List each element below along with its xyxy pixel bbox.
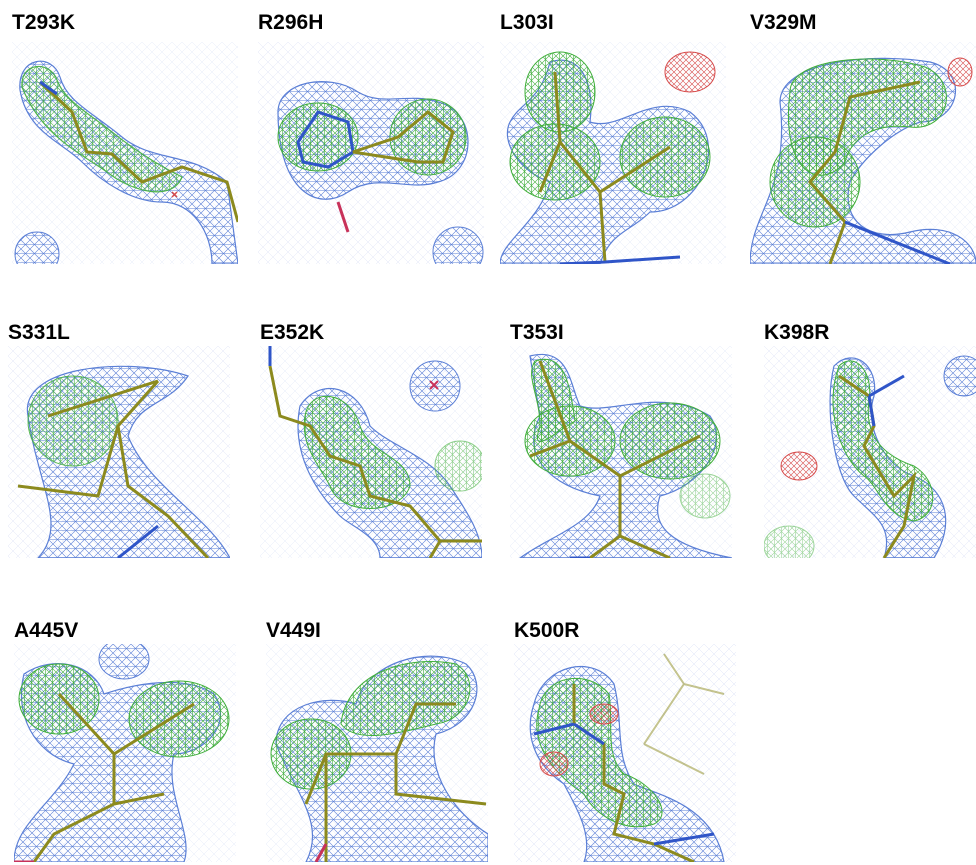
density-map-image	[14, 644, 236, 862]
panel-t353i: T353I	[510, 322, 736, 562]
panel-l303i: L303I	[500, 11, 726, 264]
panel-label: K398R	[764, 321, 830, 344]
panel-k500r: K500R	[514, 620, 740, 865]
panel-s331l: S331L	[8, 322, 234, 562]
density-map-image	[12, 42, 238, 264]
panel-label: T293K	[12, 11, 76, 34]
panel-t293k: T293K	[12, 11, 238, 264]
density-map-image	[764, 346, 976, 558]
panel-label: V329M	[750, 11, 817, 34]
panel-label: R296H	[258, 11, 324, 34]
panel-v449i: V449I	[266, 620, 492, 865]
density-map-image	[510, 346, 732, 558]
panel-label: A445V	[14, 619, 79, 642]
density-svg	[12, 42, 238, 264]
panel-v329m: V329M	[750, 11, 976, 264]
panel-label: K500R	[514, 619, 580, 642]
density-map-image	[266, 644, 488, 862]
panel-k398r: K398R	[764, 322, 976, 562]
density-map-image	[8, 346, 230, 558]
density-map-image	[514, 644, 736, 862]
panel-label: L303I	[500, 11, 554, 34]
panel-label: T353I	[510, 321, 564, 344]
density-map-image	[258, 42, 484, 264]
density-map-image	[260, 346, 482, 558]
panel-r296h: R296H	[258, 11, 484, 264]
density-map-image	[500, 42, 726, 264]
panel-label: V449I	[266, 619, 321, 642]
panel-e352k: E352K	[260, 322, 486, 562]
density-map-image	[750, 42, 976, 264]
panel-a445v: A445V	[14, 620, 240, 865]
panel-label: S331L	[8, 321, 70, 344]
panel-label: E352K	[260, 321, 325, 344]
